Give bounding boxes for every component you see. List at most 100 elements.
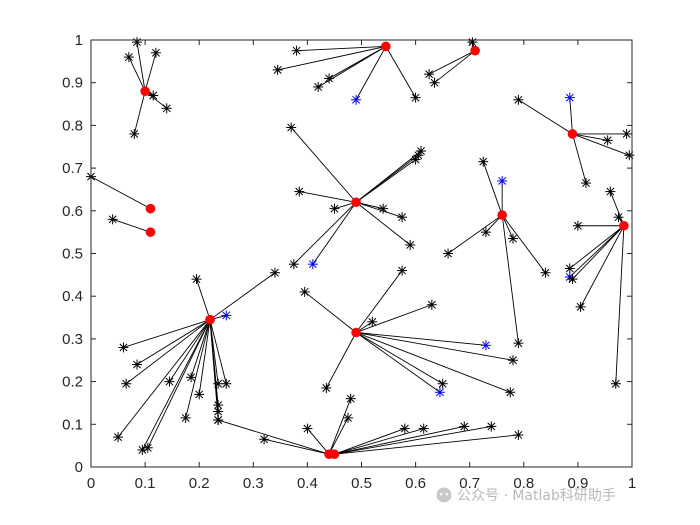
node-marker	[480, 227, 491, 238]
edge-line	[125, 319, 211, 385]
node-marker	[613, 212, 624, 223]
cluster-center-dot	[497, 210, 507, 220]
node-marker	[467, 37, 478, 48]
edge-line	[334, 428, 424, 455]
node-marker	[540, 267, 551, 278]
y-tick-label: 0.2	[62, 374, 83, 391]
edge-line	[434, 50, 476, 84]
y-axis-ticks: 0 0.1 0.2 0.3 0.4 0.5 0.6 0.7 0.8 0.9 1	[62, 32, 632, 476]
node-marker-blue	[564, 92, 575, 103]
centers-layer	[140, 41, 629, 459]
edge-line	[355, 304, 432, 333]
node-marker	[164, 376, 175, 387]
node-marker	[367, 316, 378, 327]
node-marker-blue	[480, 340, 491, 351]
node-marker	[150, 47, 161, 58]
edge-line	[128, 56, 146, 92]
node-marker	[180, 412, 191, 423]
edge-line	[334, 434, 519, 455]
edge-line	[482, 161, 503, 216]
edge-line	[141, 319, 211, 451]
node-marker	[321, 383, 332, 394]
edges-layer	[90, 41, 630, 455]
node-marker	[459, 421, 470, 432]
node-marker	[288, 259, 299, 270]
edge-line	[355, 201, 411, 246]
y-tick-label: 0.5	[62, 246, 83, 263]
cluster-center-dot	[329, 449, 340, 459]
edge-line	[615, 225, 625, 384]
node-marker	[413, 150, 424, 161]
y-tick-label: 0.1	[62, 416, 83, 433]
x-tick-label: 0.7	[459, 475, 480, 492]
watermark-text: 公众号 · Matlab科研助手	[457, 488, 616, 504]
node-marker	[418, 423, 429, 434]
node-marker	[161, 103, 172, 114]
node-marker	[213, 378, 224, 389]
edge-line	[307, 428, 330, 455]
node-marker	[129, 128, 140, 139]
y-tick-label: 0	[75, 459, 83, 476]
node-marker	[259, 434, 270, 445]
edge-line	[355, 46, 387, 100]
node-marker-blue	[434, 387, 445, 398]
node-marker	[505, 387, 516, 398]
node-marker	[605, 186, 616, 197]
node-marker	[437, 378, 448, 389]
edge-line	[136, 42, 146, 92]
node-marker	[507, 355, 518, 366]
node-marker	[302, 423, 313, 434]
edge-line	[356, 332, 514, 361]
edge-line	[572, 133, 630, 156]
x-tick-label: 0.6	[405, 475, 426, 492]
cluster-center-dot	[619, 220, 629, 231]
node-marker	[213, 400, 224, 411]
edge-line	[290, 127, 357, 203]
edge-line	[355, 154, 419, 203]
node-marker	[286, 122, 297, 133]
node-marker-blue	[497, 175, 508, 186]
node-marker	[513, 338, 524, 349]
edge-line	[312, 202, 357, 265]
edge-line	[355, 332, 511, 393]
node-marker	[272, 64, 283, 75]
edge-line	[198, 319, 211, 395]
edge-line	[501, 215, 519, 344]
edge-line	[355, 332, 441, 393]
node-marker	[121, 378, 132, 389]
edge-line	[218, 419, 330, 455]
edge-line	[196, 278, 211, 320]
y-tick-label: 0.6	[62, 203, 83, 220]
edge-line	[147, 319, 211, 448]
node-marker	[191, 274, 202, 285]
edge-line	[304, 291, 357, 333]
edge-line	[328, 417, 349, 455]
edge-line	[117, 319, 211, 438]
x-tick-label: 0	[87, 475, 95, 492]
edge-line	[569, 97, 573, 134]
node-marker	[397, 265, 408, 276]
node-marker	[186, 372, 197, 383]
edge-line	[328, 398, 352, 455]
edge-line	[501, 214, 546, 273]
wechat-bubble-icon	[436, 487, 452, 503]
edge-line	[112, 218, 151, 233]
x-tick-label: 0.3	[243, 475, 264, 492]
node-marker	[572, 220, 583, 231]
node-marker	[107, 214, 118, 225]
cluster-center-dot	[381, 41, 391, 52]
node-marker-blue	[307, 259, 318, 270]
edge-line	[580, 225, 625, 308]
node-marker	[513, 429, 524, 440]
node-marker	[345, 393, 356, 404]
edge-line	[355, 201, 403, 218]
node-marker	[299, 286, 310, 297]
edge-line	[325, 332, 357, 389]
cluster-center-dot	[567, 129, 578, 139]
x-axis-ticks: 0 0.1 0.2 0.3 0.4 0.5 0.6 0.7 0.8 0.9 1	[87, 40, 636, 492]
node-marker	[291, 45, 302, 56]
node-marker	[567, 274, 578, 285]
cluster-center-dot	[140, 86, 150, 97]
node-marker	[213, 415, 224, 426]
